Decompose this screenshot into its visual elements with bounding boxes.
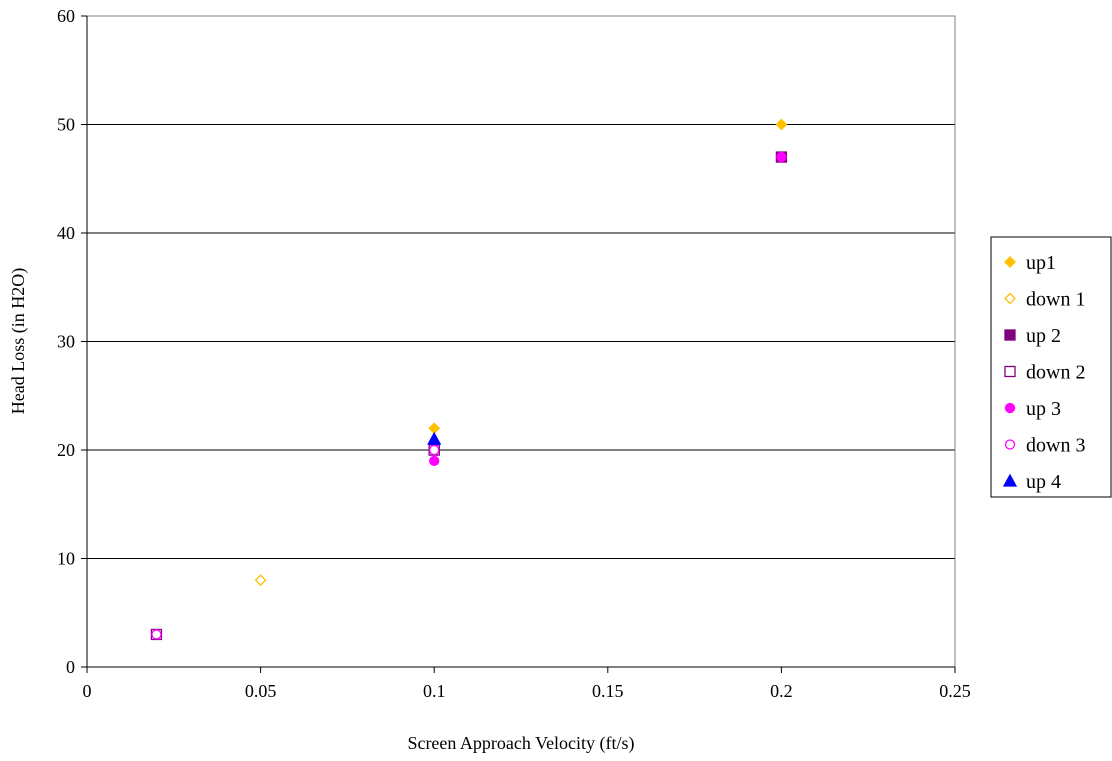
series-up-2 [428,151,788,456]
legend-marker [1004,256,1016,268]
data-point [429,444,440,456]
data-point [427,431,442,445]
x-tick-label: 0.25 [939,681,971,701]
data-points [150,118,788,641]
series-down-2 [150,444,440,641]
series-up-4 [427,431,442,445]
legend-marker [1004,365,1016,378]
series-up-3 [429,151,787,467]
data-point [775,118,788,131]
legend-marker [1004,292,1016,305]
data-point [429,455,440,467]
legend-marker [1004,439,1016,450]
legend-label: up1 [1026,252,1056,274]
legend-label: down 3 [1026,435,1085,457]
tick-labels: 0 10 20 30 40 50 60 0 0.05 0.1 0.15 0.2 0.25 [57,6,971,701]
legend-label: up 4 [1026,471,1061,493]
series-down-1 [254,574,267,587]
legend-label: up 3 [1026,398,1061,420]
legend-marker [1004,329,1016,341]
x-tick-label: 0.2 [770,681,793,701]
y-tick-label: 60 [57,6,75,26]
y-tick-label: 30 [57,332,75,352]
y-tick-label: 0 [66,657,75,677]
y-tick-label: 40 [57,223,75,243]
data-point [151,629,162,640]
tick-marks [81,15,956,673]
legend-label: down 1 [1026,289,1085,311]
x-tick-label: 0.1 [423,681,446,701]
y-tick-label: 10 [57,549,75,569]
legend: up1 down 1 up 2 down 2 up 3 down 3 up 4 [990,236,1112,498]
gridlines [87,124,955,559]
legend-label: up 2 [1026,325,1061,347]
x-tick-label: 0.15 [592,681,624,701]
series-up1 [428,118,788,435]
legend-marker [1004,402,1016,414]
series-down-3 [151,444,440,640]
data-point [254,574,267,587]
legend-marker [1002,473,1018,487]
y-tick-label: 20 [57,440,75,460]
legend-label: down 2 [1026,362,1085,384]
y-axis-title: Head Loss (in H2O) [8,268,29,414]
y-tick-label: 50 [57,115,75,135]
x-axis-title: Screen Approach Velocity (ft/s) [407,733,634,754]
x-tick-label: 0.05 [245,681,277,701]
x-tick-label: 0 [83,681,92,701]
data-point [776,151,787,163]
